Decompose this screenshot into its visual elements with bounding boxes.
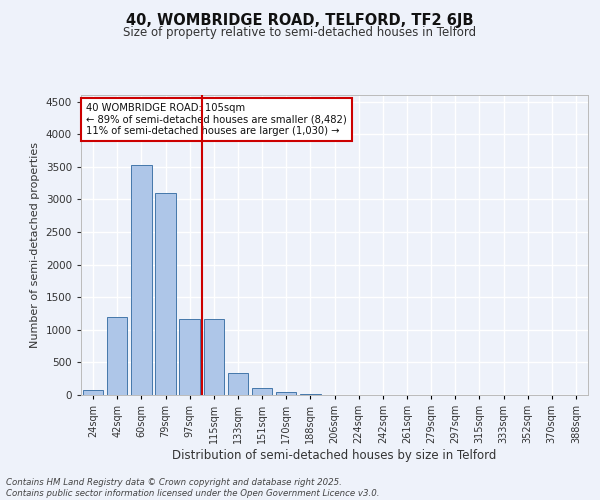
Bar bbox=[203, 320, 224, 395]
Bar bbox=[107, 316, 127, 395]
Bar bbox=[300, 394, 320, 395]
X-axis label: Distribution of semi-detached houses by size in Telford: Distribution of semi-detached houses by … bbox=[172, 449, 497, 462]
Text: Contains HM Land Registry data © Crown copyright and database right 2025.
Contai: Contains HM Land Registry data © Crown c… bbox=[6, 478, 380, 498]
Bar bbox=[252, 388, 272, 395]
Bar bbox=[276, 392, 296, 395]
Bar bbox=[83, 390, 103, 395]
Bar bbox=[179, 320, 200, 395]
Y-axis label: Number of semi-detached properties: Number of semi-detached properties bbox=[30, 142, 40, 348]
Bar bbox=[155, 193, 176, 395]
Bar bbox=[131, 166, 152, 395]
Text: 40, WOMBRIDGE ROAD, TELFORD, TF2 6JB: 40, WOMBRIDGE ROAD, TELFORD, TF2 6JB bbox=[126, 12, 474, 28]
Text: 40 WOMBRIDGE ROAD: 105sqm
← 89% of semi-detached houses are smaller (8,482)
11% : 40 WOMBRIDGE ROAD: 105sqm ← 89% of semi-… bbox=[86, 102, 347, 136]
Bar bbox=[227, 373, 248, 395]
Text: Size of property relative to semi-detached houses in Telford: Size of property relative to semi-detach… bbox=[124, 26, 476, 39]
